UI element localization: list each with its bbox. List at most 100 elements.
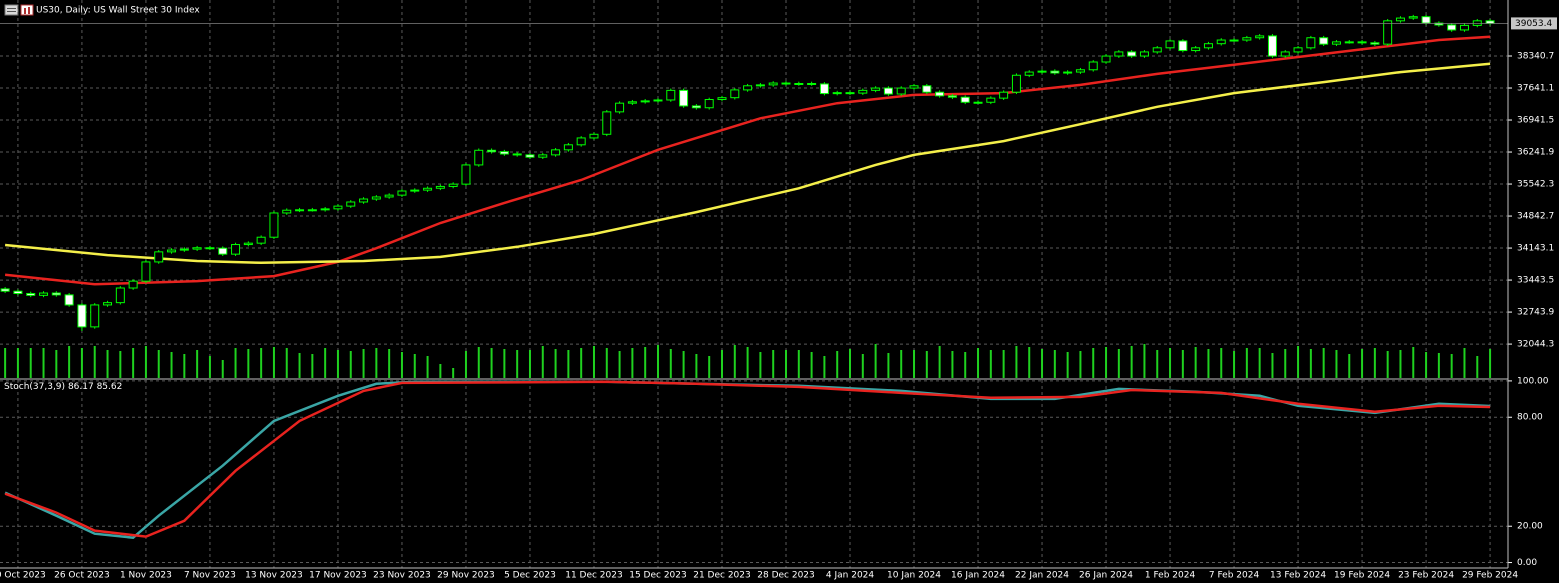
candle-body xyxy=(141,261,151,282)
candle-body xyxy=(807,82,817,85)
candle-body xyxy=(1319,37,1329,45)
candle-body xyxy=(576,137,586,146)
candle-body xyxy=(51,292,61,296)
candle-body xyxy=(1088,61,1098,71)
candle-body xyxy=(1344,41,1354,44)
icon-line xyxy=(7,11,16,12)
price-tag-label: 39053.4 xyxy=(1515,19,1552,29)
candle-body xyxy=(384,194,394,198)
candle-body xyxy=(282,209,292,214)
y-tick-label: 37641.1 xyxy=(1517,84,1554,94)
candle-body xyxy=(346,201,356,207)
indicator-main-value: 86.17 xyxy=(68,382,94,392)
candle-body xyxy=(768,82,778,86)
candle-body xyxy=(730,89,740,99)
x-tick-label: 16 Jan 2024 xyxy=(951,571,1005,581)
candle-body xyxy=(781,82,791,85)
candle-body xyxy=(717,97,727,101)
candle-body xyxy=(115,287,125,304)
candle-body xyxy=(218,247,228,255)
candle-body xyxy=(1331,41,1341,45)
candle-body xyxy=(0,288,10,292)
candle-body xyxy=(845,92,855,95)
icon xyxy=(20,4,34,16)
candle-body xyxy=(986,97,996,103)
indicator-signal-value: 85.62 xyxy=(97,382,123,392)
candle-body xyxy=(909,85,919,89)
y-tick-label: 38340.7 xyxy=(1517,52,1554,62)
x-tick-label: 20 Oct 2023 xyxy=(0,571,46,581)
candle-body xyxy=(1447,24,1457,31)
x-tick-label: 7 Feb 2024 xyxy=(1209,571,1260,581)
candle-body xyxy=(1357,41,1367,44)
candle-body xyxy=(704,99,714,109)
candle-body xyxy=(1050,70,1060,74)
candle-body xyxy=(1075,69,1085,73)
x-tick-label: 7 Nov 2023 xyxy=(184,571,236,581)
x-tick-label: 1 Nov 2023 xyxy=(120,571,172,581)
candle-body xyxy=(666,89,676,101)
x-tick-label: 23 Nov 2023 xyxy=(373,571,431,581)
candle-body xyxy=(871,87,881,91)
candle-body xyxy=(269,212,279,238)
candle-body xyxy=(1011,74,1021,93)
candle-body xyxy=(256,236,266,244)
candle-body xyxy=(179,248,189,251)
candle-body xyxy=(474,149,484,166)
y-tick-label: 20.00 xyxy=(1517,522,1543,532)
x-tick-label: 4 Jan 2024 xyxy=(826,571,874,581)
candle-body xyxy=(794,82,804,85)
candle-body xyxy=(922,85,932,93)
candle-body xyxy=(563,144,573,151)
icon-bar xyxy=(28,7,30,14)
candle-body xyxy=(858,89,868,94)
candle-body xyxy=(960,96,970,103)
candle-body xyxy=(423,187,433,191)
x-tick-label: 26 Oct 2023 xyxy=(54,571,110,581)
candle-body xyxy=(1306,37,1316,49)
candle-body xyxy=(154,251,164,263)
chart-title: US30, Daily: US Wall Street 30 Index xyxy=(36,6,200,16)
indicator-name: Stoch(37,3,9) xyxy=(4,382,65,392)
candle-body xyxy=(1242,37,1252,41)
candle-body xyxy=(1370,42,1380,45)
candle-body xyxy=(231,244,241,255)
candle-body xyxy=(653,99,663,102)
x-tick-label: 13 Nov 2023 xyxy=(245,571,303,581)
candle-body xyxy=(1063,71,1073,74)
candle-body xyxy=(999,91,1009,99)
candle-body xyxy=(1395,17,1405,22)
candle-body xyxy=(615,102,625,113)
candle-body xyxy=(1203,43,1213,49)
price-tag xyxy=(1511,17,1557,30)
x-tick-label: 11 Dec 2023 xyxy=(565,571,623,581)
candle-body xyxy=(1383,20,1393,45)
candle-body xyxy=(1165,40,1175,49)
x-tick-label: 19 Feb 2024 xyxy=(1334,571,1390,581)
candle-body xyxy=(551,149,561,156)
candle-body xyxy=(1127,51,1137,57)
candle-body xyxy=(435,185,445,189)
candle-body xyxy=(1114,51,1124,57)
candle-body xyxy=(973,101,983,104)
candle-body xyxy=(896,87,906,95)
candle-body xyxy=(320,208,330,211)
candle-body xyxy=(691,105,701,109)
header-icons xyxy=(4,4,34,16)
y-tick-label: 32044.3 xyxy=(1517,340,1554,350)
candle-body xyxy=(13,290,23,294)
candle-body xyxy=(1229,39,1239,42)
indicator-line xyxy=(4,380,1491,538)
candle-body xyxy=(1101,55,1111,63)
candle-body xyxy=(1216,39,1226,45)
candle-body xyxy=(1139,51,1149,57)
candle-body xyxy=(1485,20,1495,24)
y-tick-label: 36241.9 xyxy=(1517,148,1554,158)
candle-body xyxy=(679,89,689,107)
x-tick-label: 28 Dec 2023 xyxy=(757,571,815,581)
candle-body xyxy=(128,280,138,289)
x-tick-label: 1 Feb 2024 xyxy=(1145,571,1196,581)
candle-body xyxy=(538,154,548,158)
candle-body xyxy=(487,149,497,153)
candle-body xyxy=(410,189,420,192)
